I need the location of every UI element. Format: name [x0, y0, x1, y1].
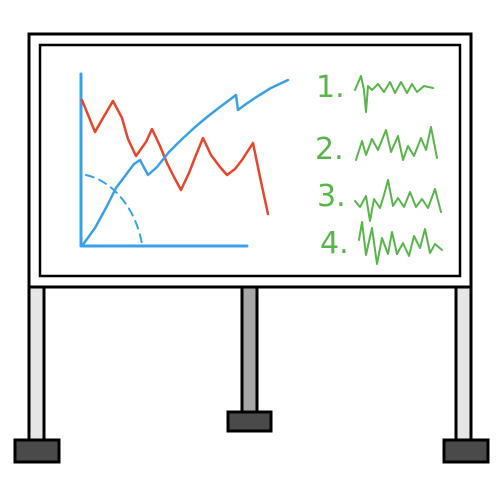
graph-dashed-curve: [85, 174, 143, 245]
list-numbers: 1. 2. 3. 4.: [315, 70, 349, 261]
list-item-4-scribble: [358, 221, 443, 265]
list-number-2: 2.: [315, 132, 344, 167]
right-foot: [442, 438, 490, 464]
graph-sketch: [79, 72, 290, 248]
list-number-1: 1.: [316, 70, 345, 105]
graph-red-curve: [80, 98, 270, 216]
board-surface: [38, 43, 462, 278]
list-item-1-scribble: [354, 75, 434, 113]
center-leg: [240, 284, 259, 418]
right-leg: [454, 284, 473, 445]
graph-blue-curve: [80, 78, 290, 248]
list-number-3: 3.: [317, 179, 346, 214]
list-number-4: 4.: [320, 226, 349, 261]
center-foot: [226, 410, 273, 433]
stand: [13, 284, 490, 464]
left-leg: [27, 284, 46, 445]
list-item-3-scribble: [354, 179, 442, 222]
left-foot: [13, 438, 61, 464]
list-item-2-scribble: [355, 126, 438, 161]
list-scribbles: [354, 75, 443, 265]
